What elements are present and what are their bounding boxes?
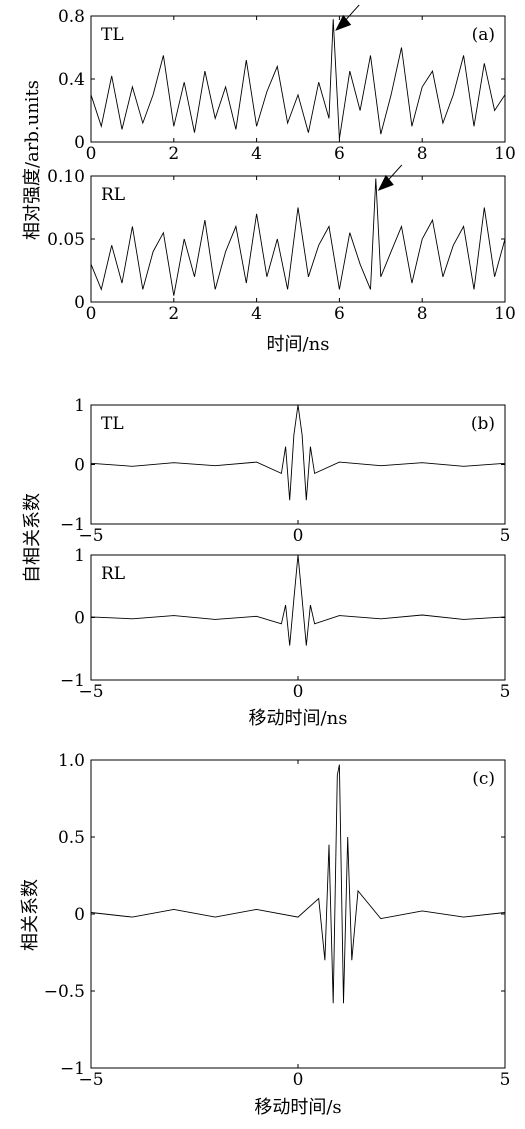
y-tick-label: 0.8 bbox=[58, 7, 85, 27]
series-line bbox=[90, 178, 506, 296]
y-tick-label: 0 bbox=[74, 293, 85, 313]
panel-tag: (b) bbox=[471, 414, 495, 434]
panel-b-xlabel: 移动时间/ns bbox=[249, 708, 348, 729]
x-tick-label: 10 bbox=[494, 144, 516, 164]
trace-label: RL bbox=[101, 564, 125, 584]
trace-label: RL bbox=[101, 185, 125, 205]
y-tick-label: 0 bbox=[74, 456, 85, 476]
panel-c-ylabel: 相关系数 bbox=[20, 879, 41, 951]
x-tick-label: 0 bbox=[293, 1070, 304, 1090]
x-tick-label: 0 bbox=[86, 304, 97, 324]
y-tick-label: 0.10 bbox=[47, 167, 85, 187]
x-tick-label: 10 bbox=[494, 304, 516, 324]
x-tick-label: 0 bbox=[86, 144, 97, 164]
chart-a-TL: 0 2 4 6 8 10 0 0.4 0.8 TL (a) bbox=[58, 4, 516, 164]
y-tick-label: 0 bbox=[74, 133, 85, 153]
x-tick-label: 6 bbox=[334, 304, 345, 324]
y-tick-label: 1.0 bbox=[58, 751, 85, 771]
panel-b-ylabel: 自相关系数 bbox=[22, 493, 43, 583]
x-tick-label: 4 bbox=[251, 304, 262, 324]
y-tick-label: 0 bbox=[74, 609, 85, 629]
x-tick-label: 6 bbox=[334, 144, 345, 164]
chart-b-RL: −5 0 5 −1 0 1 RL bbox=[60, 546, 510, 702]
x-tick-label: 5 bbox=[500, 682, 511, 702]
x-tick-label: 5 bbox=[500, 526, 511, 546]
x-tick-label: −5 bbox=[78, 1070, 103, 1090]
series-line bbox=[90, 764, 506, 1004]
chart-b-TL: −5 0 5 −1 0 1 TL (b) bbox=[60, 396, 510, 546]
y-tick-label: 0.4 bbox=[58, 70, 85, 90]
series-line bbox=[90, 404, 506, 501]
y-tick-label: −1 bbox=[60, 515, 85, 535]
panel-tag: (c) bbox=[472, 769, 495, 789]
x-tick-label: 0 bbox=[293, 682, 304, 702]
x-tick-label: −5 bbox=[78, 526, 103, 546]
plot-frame bbox=[90, 175, 506, 303]
trace-label: TL bbox=[101, 25, 124, 45]
series-line bbox=[90, 19, 506, 139]
chart-c: −5 0 5 −1 −0.5 0 0.5 1.0 (c) bbox=[44, 751, 511, 1090]
y-tick-label: −0.5 bbox=[44, 982, 85, 1002]
y-tick-label: −1 bbox=[60, 1059, 85, 1079]
x-tick-label: 5 bbox=[500, 1070, 511, 1090]
x-tick-label: 0 bbox=[293, 526, 304, 546]
x-tick-label: 4 bbox=[251, 144, 262, 164]
panel-tag: (a) bbox=[472, 25, 495, 45]
chart-a-RL: 0 2 4 6 8 10 0 0.05 0.10 RL bbox=[47, 164, 516, 324]
annotation-arrow-head bbox=[335, 14, 352, 31]
x-tick-label: 2 bbox=[168, 144, 179, 164]
panel-a-ylabel: 相对强度/arb.units bbox=[22, 80, 43, 240]
y-tick-label: −1 bbox=[60, 671, 85, 691]
x-tick-label: −5 bbox=[78, 682, 103, 702]
x-tick-label: 8 bbox=[417, 144, 428, 164]
panel-a-xlabel: 时间/ns bbox=[267, 334, 330, 355]
x-tick-label: 8 bbox=[417, 304, 428, 324]
trace-label: TL bbox=[101, 414, 124, 434]
y-tick-label: 0.05 bbox=[47, 230, 85, 250]
annotation-arrow-head bbox=[377, 174, 394, 191]
y-tick-label: 1 bbox=[74, 546, 85, 566]
y-tick-label: 1 bbox=[74, 396, 85, 416]
x-tick-label: 2 bbox=[168, 304, 179, 324]
panel-c-xlabel: 移动时间/s bbox=[254, 1097, 341, 1118]
y-tick-label: 0.5 bbox=[58, 828, 85, 848]
series-line bbox=[90, 554, 506, 646]
y-tick-label: 0 bbox=[74, 905, 85, 925]
